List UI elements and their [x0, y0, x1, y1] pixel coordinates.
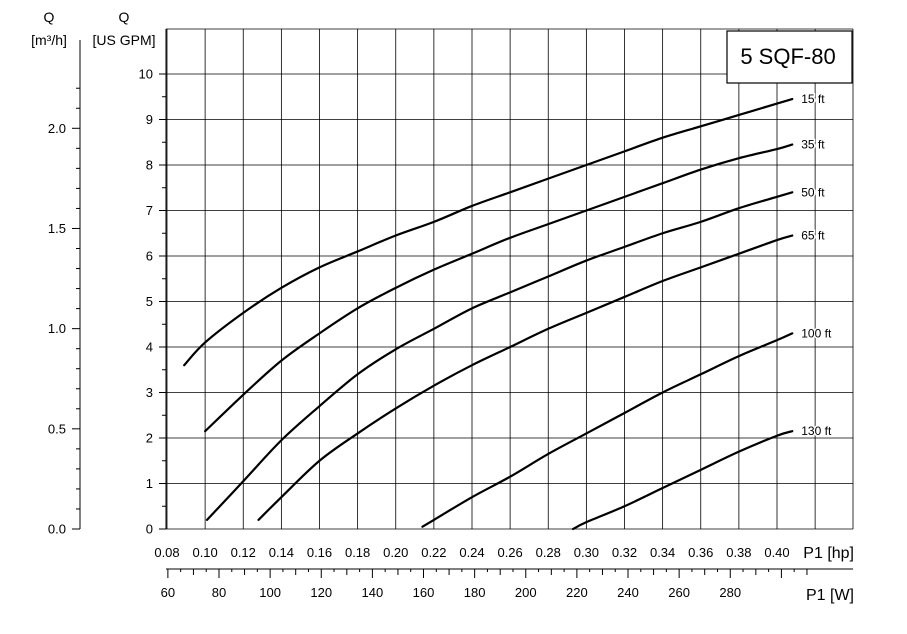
- x-axis-hp-tick-label: 0.12: [231, 545, 256, 560]
- x-axis-watt-tick-label: 260: [668, 585, 690, 600]
- x-axis-hp-tick-label: 0.14: [269, 545, 294, 560]
- y-axis-gpm-tick-label: 8: [146, 158, 153, 173]
- y-axis-m3h-tick-label: 1.0: [48, 321, 66, 336]
- curve-35-ft: [204, 143, 794, 433]
- curve-130-ft: [571, 430, 794, 531]
- x-axis-hp-tick-label: 0.26: [497, 545, 522, 560]
- x-axis-watt-tick-label: 140: [362, 585, 384, 600]
- title-box: [726, 30, 853, 84]
- y-axis-gpm-tick-label: 3: [146, 385, 153, 400]
- x-axis-hp-tick-label: 0.30: [574, 545, 599, 560]
- x-axis-watt-tick-label: 60: [161, 585, 175, 600]
- curve-65-ft: [257, 234, 794, 521]
- x-axis-watt-tick-label: 160: [413, 585, 435, 600]
- curve-100-ft: [421, 332, 794, 528]
- x-axis-hp-tick-label: 0.20: [383, 545, 408, 560]
- y-axis-m3h-tick-label: 0.5: [48, 421, 66, 436]
- curve-label-65-ft: 65 ft: [801, 229, 825, 243]
- x-axis-watt-tick-label: 220: [566, 585, 588, 600]
- y-axis-m3h-tick-label: 2.0: [48, 121, 66, 136]
- y-axis-gpm-tick-label: 9: [146, 112, 153, 127]
- curve-label-15-ft: 15 ft: [801, 92, 825, 106]
- curve-label-50-ft: 50 ft: [801, 185, 825, 199]
- x-axis-watt-tick-label: 240: [617, 585, 639, 600]
- y-axis-gpm-tick-label: 6: [146, 249, 153, 264]
- y-axis-m3h-tick-label: 1.5: [48, 221, 66, 236]
- performance-curves: 15 ft 35 ft 50 ft 65 ft 100 ft 130 ft: [183, 91, 833, 531]
- y-axis-gpm-tick-label: 1: [146, 476, 153, 491]
- x-axis-hp-tick-label: 0.38: [726, 545, 751, 560]
- x-axis-hp-tick-label: 0.40: [764, 545, 789, 560]
- curve-label-130-ft: 130 ft: [801, 424, 832, 438]
- y-axis-gpm-tick-label: 4: [146, 340, 153, 355]
- x-axis-watt-tick-label: 80: [212, 585, 226, 600]
- curve-label-100-ft: 100 ft: [801, 326, 832, 340]
- curve-15-ft: [183, 97, 794, 367]
- x-axis-hp-tick-label: 0.18: [345, 545, 370, 560]
- left-axis-unit: [m³/h]: [31, 32, 67, 48]
- x-axis-hp-tick-label: 0.08: [154, 545, 179, 560]
- axes: 0 1 2 3 4 5 6 7 8 9 10 0.0 0.5 1.0 1.5 2.0 0.08 0.10 0.12 0…: [48, 29, 853, 600]
- x-axis-watt-tick-label: 200: [515, 585, 537, 600]
- x-axis-watt-tick-label: 120: [310, 585, 332, 600]
- y-axis-gpm-tick-label: 7: [146, 203, 153, 218]
- left-axis-label: Q: [44, 9, 55, 25]
- main-axis-label: Q: [119, 9, 130, 25]
- curve-label-35-ft: 35 ft: [801, 138, 825, 152]
- x-axis-watt-tick-label: 180: [464, 585, 486, 600]
- y-axis-gpm-tick-label: 10: [139, 67, 153, 82]
- x-axis-hp-tick-label: 0.34: [650, 545, 675, 560]
- chart-title: 5 SQF-80: [740, 44, 835, 69]
- x-axis-watt-label: P1 [W]: [806, 587, 854, 604]
- x-axis-hp-tick-label: 0.16: [307, 545, 332, 560]
- y-axis-gpm-tick-label: 0: [146, 522, 153, 537]
- grid: [166, 28, 854, 530]
- x-axis-hp-tick-label: 0.36: [688, 545, 713, 560]
- x-axis-watt-tick-label: 280: [719, 585, 741, 600]
- x-axis-hp-tick-label: 0.28: [536, 545, 561, 560]
- x-axis-hp-tick-label: 0.10: [192, 545, 217, 560]
- x-axis-hp-tick-label: 0.32: [612, 545, 637, 560]
- x-axis-hp-tick-label: 0.24: [459, 545, 484, 560]
- x-axis-hp-label: P1 [hp]: [803, 545, 854, 562]
- curve-50-ft: [205, 191, 794, 521]
- x-axis-hp-tick-label: 0.22: [421, 545, 446, 560]
- main-axis-unit: [US GPM]: [92, 32, 155, 48]
- y-axis-gpm-tick-label: 5: [146, 294, 153, 309]
- y-axis-gpm-tick-label: 2: [146, 431, 153, 446]
- x-axis-watt-tick-label: 100: [259, 585, 281, 600]
- y-axis-m3h-tick-label: 0.0: [48, 522, 66, 537]
